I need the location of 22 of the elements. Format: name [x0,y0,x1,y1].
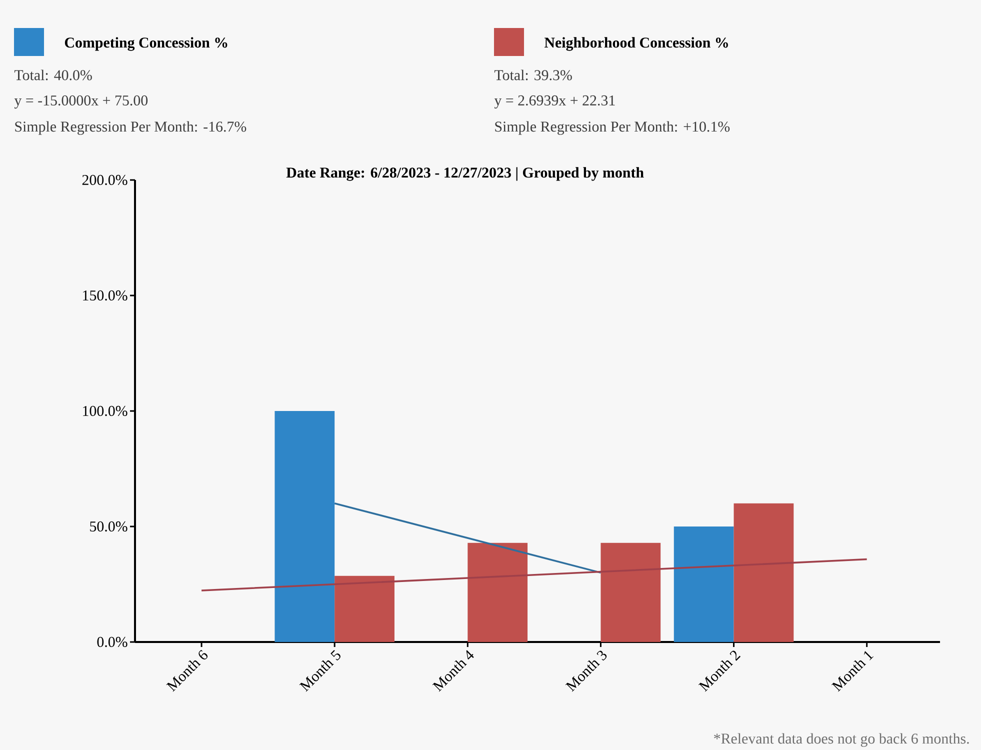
line-series [200,558,868,592]
y-tick-label: 100.0% [83,406,128,416]
bar [468,542,528,642]
y-tick-label: 50.0% [90,521,128,532]
text: Total: 40.0% [14,70,92,80]
bar [334,576,394,642]
y-tick-label: 150.0% [83,290,128,301]
y-tick-label: 200.0% [82,174,128,186]
text: y = -15.0000x + 75.00 [14,95,148,109]
y-tick-label: 0.0% [97,636,128,648]
chart-title: Date Range: 6/28/2023 - 12/27/2023 | Grouped by month [286,167,644,181]
text: Simple Regression Per Month: +10.1% [495,121,730,135]
text: Simple Regression Per Month: -16.7% [15,121,246,135]
bar [734,503,794,642]
text: Total: 39.3% [494,70,572,80]
legend-label: Competing Concession % [64,37,228,51]
bar [674,526,734,642]
bar [600,542,661,642]
legend-label: Neighborhood Concession % [544,37,728,51]
bar [274,410,335,642]
text: *Relevant data does not go back 6 months. [714,733,969,747]
text: y = 2.6939x + 22.31 [494,95,615,109]
